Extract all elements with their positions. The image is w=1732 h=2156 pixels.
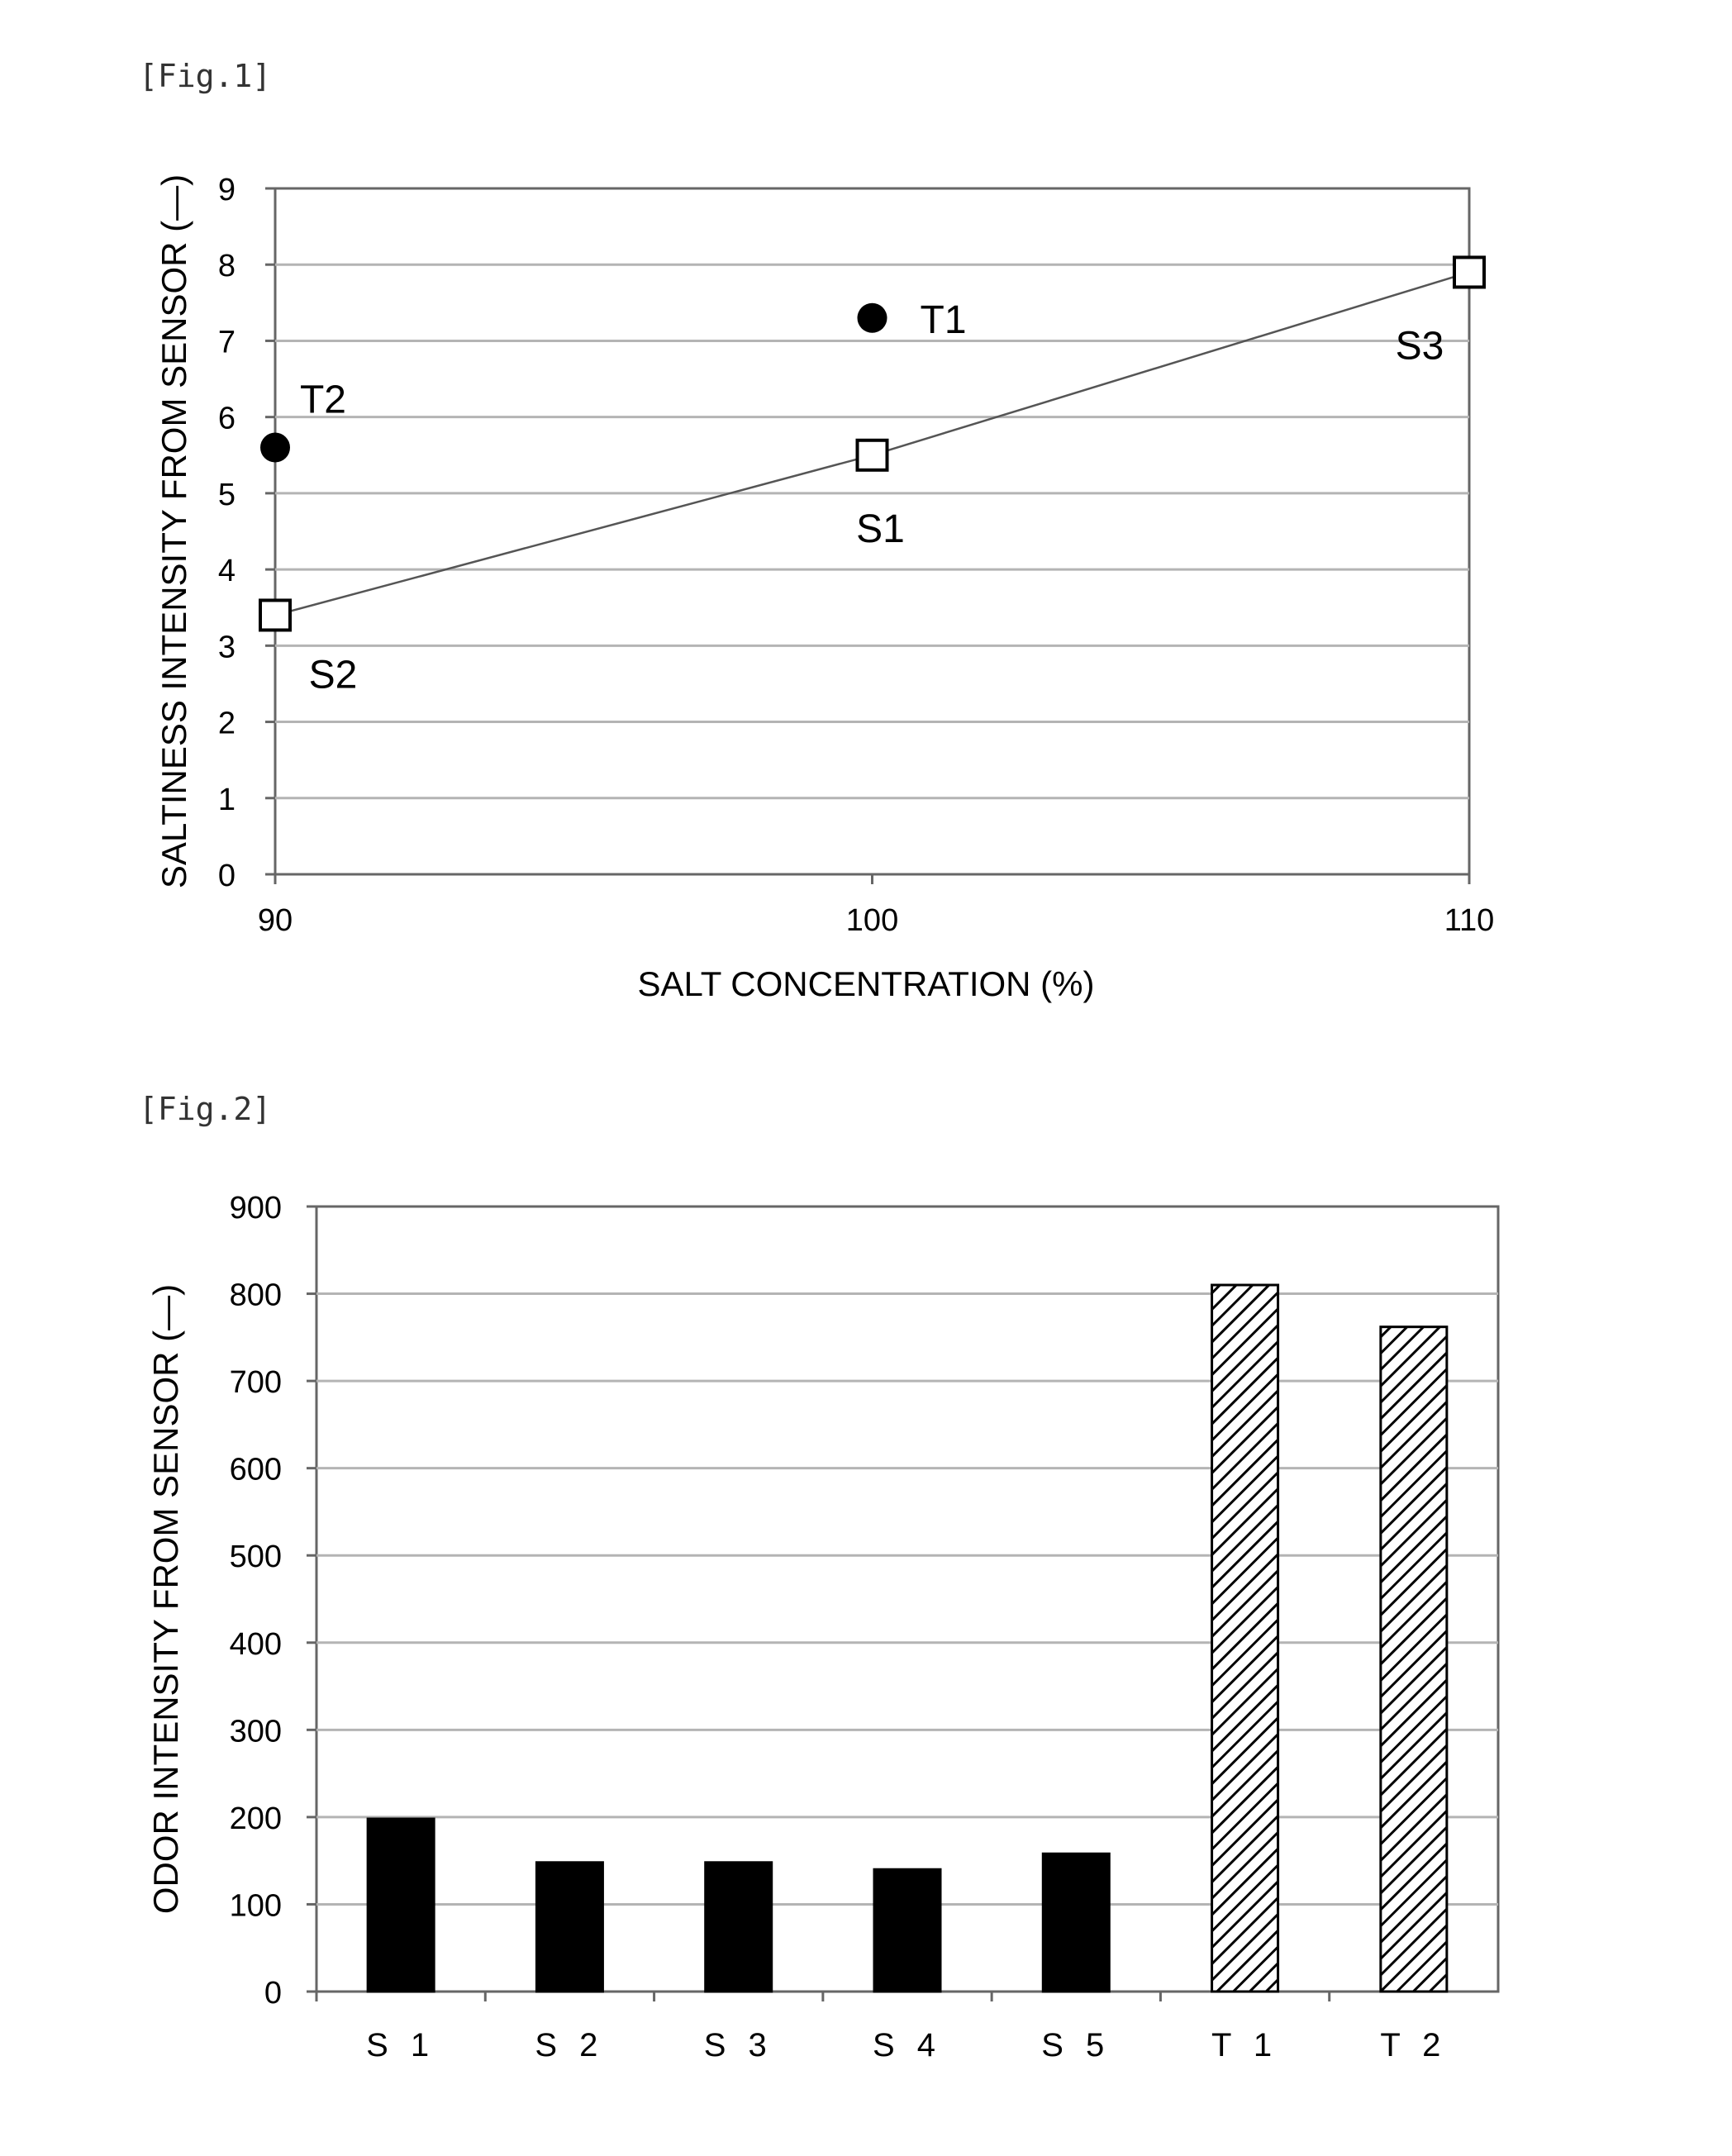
chart2-y-tick-label: 0 <box>264 1976 282 2011</box>
chart2-y-tick-label: 100 <box>230 1888 282 1923</box>
chart2-x-tick-label: S 4 <box>873 2027 942 2063</box>
chart2-x-tick-label: S 5 <box>1041 2027 1111 2063</box>
bar-t1 <box>1212 1285 1278 1992</box>
bar-s3 <box>706 1863 772 1992</box>
chart1-x-axis-title: SALT CONCENTRATION (%) <box>637 964 1094 1003</box>
odor-chart: 0 100 200 300 400 500 600 700 800 900 S 1 S 2 S 3 S … <box>146 1191 1498 2063</box>
chart1-point-s1 <box>858 440 887 470</box>
chart2-x-tick-label: S 3 <box>704 2027 773 2063</box>
chart1-x-tick-label: 100 <box>846 903 898 938</box>
chart1-point-label: S3 <box>1396 324 1444 368</box>
bar-t2 <box>1381 1327 1447 1992</box>
chart1-point-t2 <box>260 433 290 463</box>
fig1-label: [Fig.1] <box>139 58 271 94</box>
chart1-y-tick-label: 8 <box>218 249 236 283</box>
chart1-y-tick-label: 2 <box>218 707 236 741</box>
chart2-y-tick-label: 200 <box>230 1801 282 1836</box>
chart2-x-tick-label: S 1 <box>366 2027 435 2063</box>
chart2-y-tick-label: 800 <box>230 1278 282 1313</box>
chart1-y-tick-label: 3 <box>218 630 236 664</box>
saltiness-chart: 0 1 2 3 4 5 6 7 8 9 90 100 110 S2 S1 S3 T2 T1 SALT CONC… <box>155 173 1494 1003</box>
chart1-point-label: S2 <box>309 653 358 697</box>
chart2-y-axis-title: ODOR INTENSITY FROM SENSOR (—) <box>146 1284 185 1914</box>
bar-s2 <box>536 1863 602 1992</box>
chart1-y-tick-label: 1 <box>218 783 236 817</box>
bar-s5 <box>1043 1854 1109 1992</box>
chart1-y-tick-label: 7 <box>218 325 236 359</box>
bar-s4 <box>874 1869 940 1992</box>
chart1-point-label: T1 <box>921 298 967 342</box>
chart1-x-tick-label: 110 <box>1444 903 1495 938</box>
fig2-label: [Fig.2] <box>139 1091 271 1127</box>
chart2-x-tick-label: T 1 <box>1211 2027 1278 2063</box>
chart1-point-t1 <box>858 303 887 333</box>
chart2-y-tick-label: 500 <box>230 1540 282 1574</box>
chart2-x-tick-label: S 2 <box>535 2027 604 2063</box>
chart1-y-tick-label: 9 <box>218 173 236 207</box>
chart1-point-s3 <box>1454 257 1484 287</box>
bar-s1 <box>368 1819 434 1992</box>
chart2-y-tick-label: 600 <box>230 1453 282 1487</box>
chart1-y-tick-label: 0 <box>218 859 236 893</box>
chart1-point-label: S1 <box>856 507 905 551</box>
chart1-y-tick-label: 4 <box>218 554 236 588</box>
chart2-y-tick-label: 900 <box>230 1191 282 1226</box>
chart1-point-label: T2 <box>300 378 346 422</box>
chart2-y-tick-label: 700 <box>230 1365 282 1400</box>
chart1-y-tick-label: 6 <box>218 402 236 436</box>
chart1-point-s2 <box>260 600 290 630</box>
chart2-y-tick-label: 300 <box>230 1714 282 1749</box>
chart1-y-tick-label: 5 <box>218 478 236 512</box>
chart2-x-tick-label: T 2 <box>1380 2027 1447 2063</box>
chart2-y-tick-label: 400 <box>230 1627 282 1662</box>
chart1-x-tick-label: 90 <box>258 903 293 938</box>
chart1-y-axis-title: SALTINESS INTENSITY FROM SENSOR (—) <box>155 174 193 888</box>
